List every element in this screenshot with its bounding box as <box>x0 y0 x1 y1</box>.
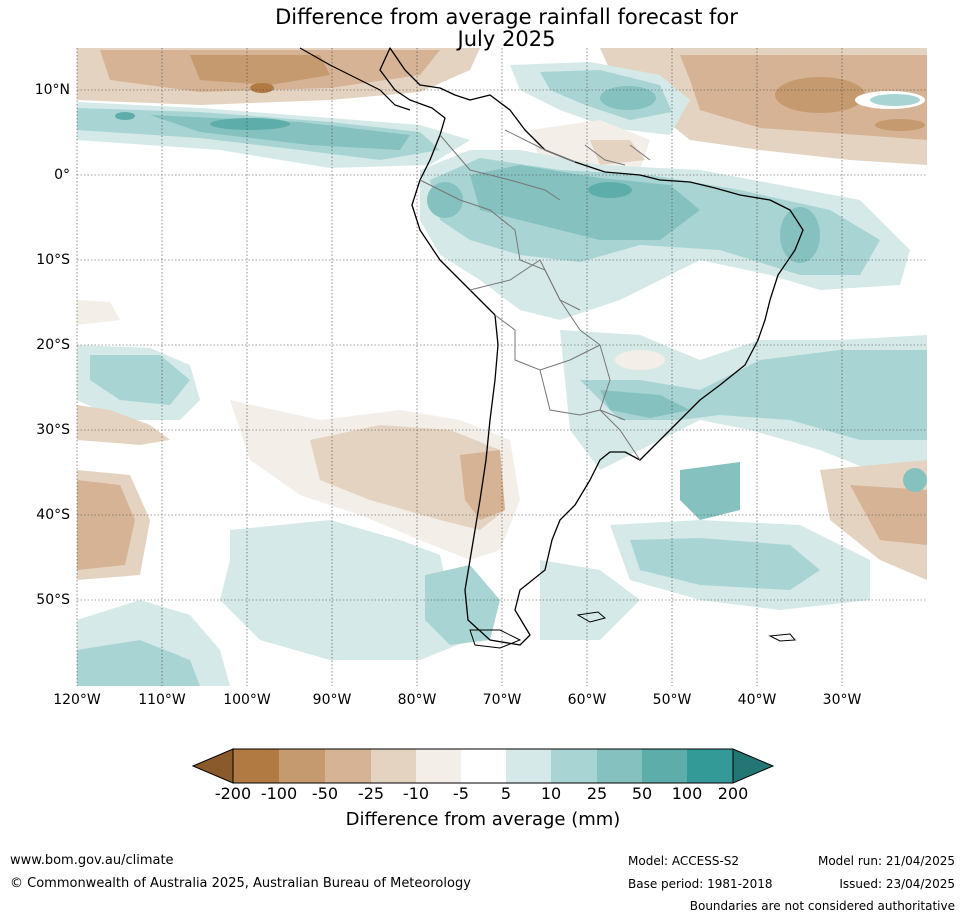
lon-label: 50°W <box>652 692 692 708</box>
graticule <box>76 48 927 686</box>
copyright-text: © Commonwealth of Australia 2025, Austra… <box>10 876 471 891</box>
lat-label: 0° <box>54 167 70 183</box>
colorbar-swatch <box>597 749 642 783</box>
colorbar-tick-label: -10 <box>402 784 430 803</box>
colorbar-swatch <box>416 749 461 783</box>
south-georgia-island <box>768 633 797 642</box>
lon-label: 90°W <box>312 692 352 708</box>
colorbar-swatch <box>551 749 597 783</box>
colorbar-tick-label: 10 <box>540 784 562 803</box>
colorbar-swatch <box>506 749 551 783</box>
colorbar-tick-label: -200 <box>214 784 252 803</box>
colorbar-tick-label: 200 <box>717 784 749 803</box>
lat-label: 10°N <box>34 82 70 98</box>
lon-label: 70°W <box>482 692 522 708</box>
colorbar <box>191 748 775 784</box>
model-run-text: Model run: 21/04/2025 <box>817 854 955 868</box>
lon-label: 120°W <box>53 692 101 708</box>
lon-label: 60°W <box>567 692 607 708</box>
colorbar-swatch <box>642 749 687 783</box>
south-america-coastline <box>379 47 804 646</box>
disclaimer-text: Boundaries are not considered authoritat… <box>689 899 955 913</box>
national-borders <box>419 129 651 461</box>
lon-label: 100°W <box>223 692 271 708</box>
tierra-del-fuego <box>469 629 522 649</box>
colorbar-tick-label: -100 <box>260 784 298 803</box>
colorbar-tick-label: 100 <box>671 784 703 803</box>
colorbar-swatch <box>371 749 416 783</box>
lat-label: 50°S <box>36 592 70 608</box>
model-text: Model: ACCESS-S2 <box>628 854 740 868</box>
colorbar-tick-label: 50 <box>631 784 653 803</box>
colorbar-tick-label: -25 <box>357 784 385 803</box>
colorbar-swatch <box>687 749 733 783</box>
colorbar-swatch <box>279 749 325 783</box>
lon-label: 30°W <box>822 692 862 708</box>
colorbar-tick-label: -5 <box>453 784 469 803</box>
lon-label: 80°W <box>397 692 437 708</box>
website-link[interactable]: www.bom.gov.au/climate <box>10 853 174 868</box>
colorbar-swatch <box>233 749 279 783</box>
falkland-islands <box>576 611 607 623</box>
lon-label: 40°W <box>737 692 777 708</box>
lat-label: 10°S <box>36 252 70 268</box>
lon-label: 110°W <box>138 692 186 708</box>
base-period-text: Base period: 1981-2018 <box>628 877 773 891</box>
colorbar-tick-label: 25 <box>586 784 608 803</box>
lat-label: 30°S <box>36 422 70 438</box>
lat-label: 20°S <box>36 337 70 353</box>
map-title-line2: July 2025 <box>457 27 556 51</box>
colorbar-swatch <box>461 749 506 783</box>
colorbar-title: Difference from average (mm) <box>345 809 621 830</box>
map-title-line1: Difference from average rainfall forecas… <box>275 5 738 29</box>
issued-text: Issued: 23/04/2025 <box>839 877 955 891</box>
central-america-coastline <box>299 47 411 111</box>
colorbar-swatch <box>325 749 371 783</box>
colorbar-tick-label: 5 <box>500 784 512 803</box>
colorbar-tick-label: -50 <box>311 784 339 803</box>
lat-label: 40°S <box>36 507 70 523</box>
